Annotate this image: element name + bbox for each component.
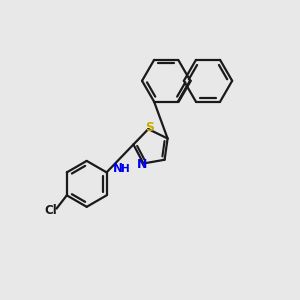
Text: N: N: [113, 162, 123, 176]
Text: Cl: Cl: [45, 205, 58, 218]
Text: H: H: [121, 164, 129, 174]
Text: N: N: [137, 158, 148, 171]
Text: S: S: [145, 121, 154, 134]
